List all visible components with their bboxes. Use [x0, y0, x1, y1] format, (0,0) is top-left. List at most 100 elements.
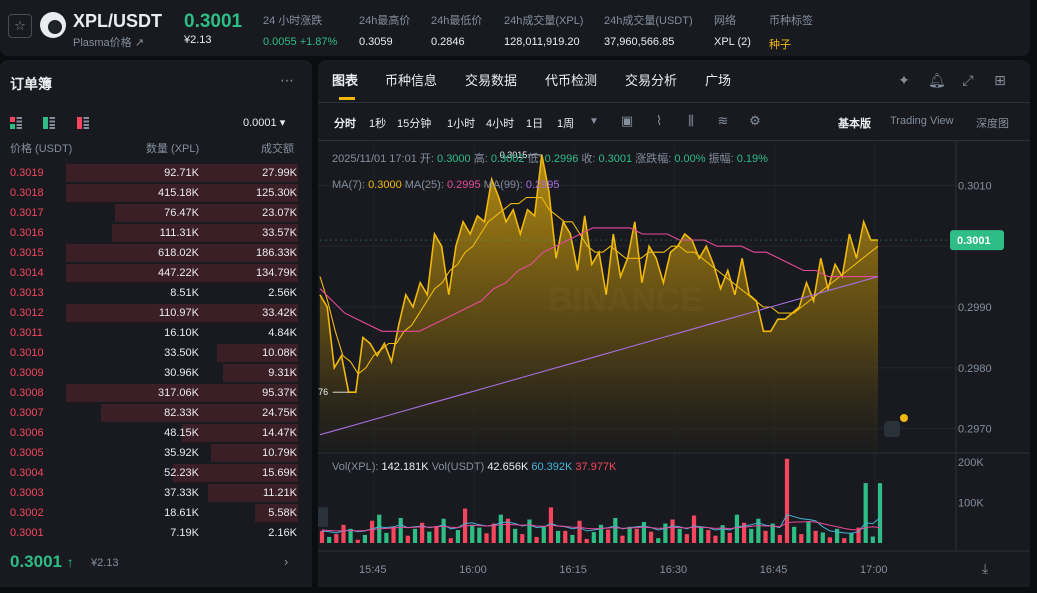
ask-price: 0.3010: [10, 347, 44, 359]
ask-row[interactable]: 0.3017 76.47K 23.07K: [0, 203, 312, 223]
price-tick-label: 0.2970: [958, 424, 992, 436]
ask-row[interactable]: 0.3012 110.97K 33.42K: [0, 303, 312, 323]
layout-grid-icon[interactable]: ⊞: [994, 72, 1006, 88]
ask-row[interactable]: 0.3001 7.19K 2.16K: [0, 523, 312, 543]
price-tick-label: 0.2980: [958, 363, 992, 375]
tab-3[interactable]: 代币检测: [545, 73, 598, 88]
ohlc-legend-part: 开:: [420, 153, 437, 165]
price-chart[interactable]: 0.3010 0.3000 0.2990 0.2980 0.2970 15:45 16:00…: [301, 140, 1030, 588]
ask-row[interactable]: 0.3014 447.22K 134.79K: [0, 263, 312, 283]
indicator-icon[interactable]: ⌇: [655, 113, 663, 128]
interval-0[interactable]: 分时: [334, 118, 356, 130]
ask-row[interactable]: 0.3019 92.71K 27.99K: [0, 163, 312, 183]
volume-bar: [412, 528, 418, 543]
tab-2[interactable]: 交易数据: [465, 73, 518, 88]
ask-row[interactable]: 0.3013 8.51K 2.56K: [0, 283, 312, 303]
asks-view-icon[interactable]: [76, 117, 89, 129]
ohlc-legend-part: 振幅:: [709, 151, 737, 165]
ohlc-legend-part: 0.3000: [437, 153, 474, 165]
interval-5[interactable]: 1日: [526, 118, 544, 130]
stat-value: 128,011,919.20: [504, 36, 580, 48]
tab-0[interactable]: 图表: [332, 73, 359, 88]
ask-row[interactable]: 0.3007 82.33K 24.75K: [0, 403, 312, 423]
interval-1[interactable]: 1秒: [369, 118, 387, 130]
ask-price: 0.3017: [10, 207, 44, 219]
favorite-star-icon[interactable]: ☆: [8, 14, 32, 38]
notification-dot-icon: [900, 414, 908, 422]
volume-bar: [484, 533, 489, 543]
stat-1: 24h最高价 0.3059: [359, 12, 410, 48]
ma7-line: [319, 196, 879, 375]
ask-row[interactable]: 0.3009 30.96K 9.31K: [0, 363, 312, 383]
ask-row[interactable]: 0.3004 52.23K 15.69K: [0, 463, 312, 483]
depth-bar: [66, 184, 298, 202]
ask-row[interactable]: 0.3002 18.61K 5.58K: [0, 503, 312, 523]
pair-title[interactable]: XPL/USDT: [73, 11, 163, 31]
ai-sparkle-icon[interactable]: ✦: [898, 72, 910, 88]
tab-1[interactable]: 币种信息: [385, 73, 438, 88]
stat-label: 币种标签: [769, 15, 813, 27]
ask-qty: 618.02K: [158, 247, 199, 259]
gear-icon[interactable]: ⚙: [749, 113, 761, 128]
volume-bar: [319, 530, 325, 543]
bell-icon[interactable]: 🔔︎: [928, 72, 946, 88]
stat-label: 24h成交量(XPL): [504, 15, 584, 27]
ohlc-legend-part: 0.3002: [491, 153, 528, 165]
depth-bar: [208, 484, 298, 502]
interval-3[interactable]: 1小时: [447, 118, 476, 130]
calendar-icon[interactable]: ▣: [620, 113, 634, 128]
stat-label: 网络: [714, 15, 736, 27]
ask-price: 0.3009: [10, 367, 44, 379]
volume-bar: [763, 530, 768, 543]
tick-size-select[interactable]: 0.0001 ▾: [243, 117, 286, 129]
orderbook-last-price: 0.3001 ↑: [10, 552, 74, 572]
ask-price: 0.3001: [10, 527, 44, 539]
interval-4[interactable]: 4小时: [486, 118, 515, 130]
volume-bar: [727, 532, 732, 543]
ask-qty: 82.33K: [164, 407, 199, 419]
stat-5: 网络 XPL (2): [714, 12, 751, 48]
view-option-0[interactable]: 基本版: [838, 118, 871, 130]
ask-row[interactable]: 0.3005 35.92K 10.79K: [0, 443, 312, 463]
volume-legend-part: Vol(XPL):: [332, 461, 382, 473]
candles-icon[interactable]: ⫼: [688, 113, 694, 128]
volume-bar: [327, 536, 332, 543]
order-book-view-switch: [10, 116, 106, 134]
ask-row[interactable]: 0.3006 48.15K 14.47K: [0, 423, 312, 443]
volume-bar: [641, 521, 647, 543]
ask-qty: 92.71K: [164, 167, 199, 179]
high-marker-label: 0.3015: [500, 150, 528, 160]
ask-qty: 33.50K: [164, 347, 199, 359]
view-option-2[interactable]: 深度图: [976, 118, 1009, 130]
interval-dropdown-icon[interactable]: ▼: [589, 116, 599, 127]
ask-row[interactable]: 0.3011 16.10K 4.84K: [0, 323, 312, 343]
collapse-handle-icon: [318, 507, 328, 527]
ask-price: 0.3008: [10, 387, 44, 399]
volume-bar: [563, 530, 568, 543]
chart-settings-icon[interactable]: ≋: [717, 113, 729, 128]
ask-row[interactable]: 0.3016 111.31K 33.57K: [0, 223, 312, 243]
volume-bar: [491, 523, 496, 543]
interval-2[interactable]: 15分钟: [397, 118, 432, 130]
ask-row[interactable]: 0.3010 33.50K 10.08K: [0, 343, 312, 363]
expand-icon[interactable]: ⤢: [962, 72, 974, 88]
bids-view-icon[interactable]: [43, 117, 56, 129]
ask-row[interactable]: 0.3018 415.18K 125.30K: [0, 183, 312, 203]
volume-bar: [470, 524, 475, 543]
ask-qty: 37.33K: [164, 487, 199, 499]
tab-4[interactable]: 交易分析: [625, 73, 678, 88]
both-sides-view-icon[interactable]: [10, 117, 22, 129]
interval-6[interactable]: 1周: [557, 118, 575, 130]
volume-bar: [799, 534, 804, 543]
ask-row[interactable]: 0.3003 37.33K 11.21K: [0, 483, 312, 503]
order-book-title: 订单簿: [10, 76, 52, 92]
ask-row[interactable]: 0.3015 618.02K 186.33K: [0, 243, 312, 263]
more-icon[interactable]: ⋯: [280, 72, 294, 88]
chart-svg[interactable]: 0.3010 0.3000 0.2990 0.2980 0.2970 15:45 16:00…: [301, 141, 1030, 588]
view-option-1[interactable]: Trading View: [890, 115, 954, 127]
coin-info-link[interactable]: Plasma价格 ↗: [73, 37, 144, 49]
ask-row[interactable]: 0.3008 317.06K 95.37K: [0, 383, 312, 403]
ask-price: 0.3019: [10, 167, 44, 179]
tab-5[interactable]: 广场: [705, 73, 732, 88]
chevron-right-icon[interactable]: ›: [284, 554, 289, 569]
